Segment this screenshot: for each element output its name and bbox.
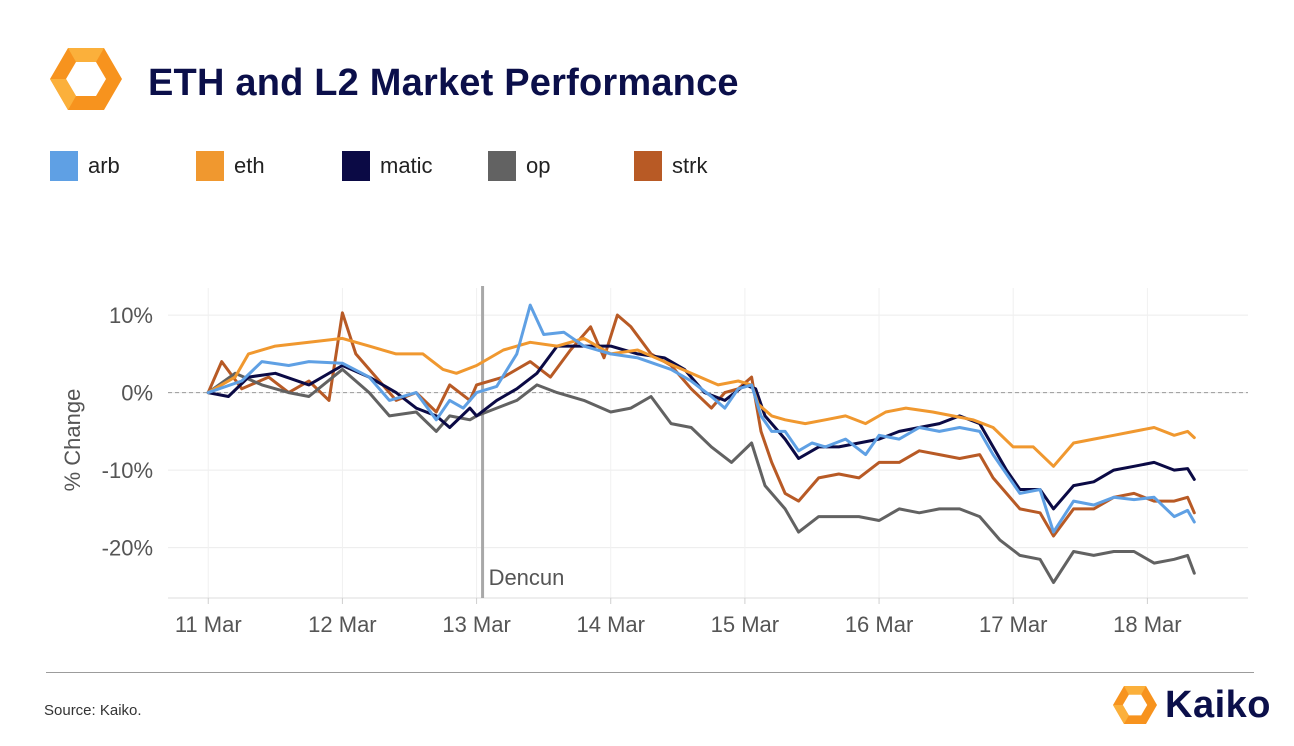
- x-tick-label: 11 Mar: [175, 612, 242, 637]
- brand-name: Kaiko: [1165, 683, 1271, 726]
- legend-label-matic: matic: [380, 153, 433, 178]
- y-tick-label: 0%: [121, 381, 153, 406]
- x-tick-label: 18 Mar: [1113, 612, 1181, 637]
- page-title: ETH and L2 Market Performance: [148, 62, 739, 104]
- x-tick-label: 12 Mar: [308, 612, 376, 637]
- legend-swatch-strk: [634, 151, 662, 181]
- legend-label-eth: eth: [234, 153, 265, 178]
- brand-logo: Kaiko: [1113, 683, 1271, 727]
- legend-swatch-matic: [342, 151, 370, 181]
- kaiko-brand-icon: [1113, 686, 1157, 724]
- x-tick-label: 15 Mar: [711, 612, 779, 637]
- source-note: Source: Kaiko.: [44, 702, 142, 719]
- legend-swatch-eth: [196, 151, 224, 181]
- x-tick-label: 16 Mar: [845, 612, 913, 637]
- legend-swatch-op: [488, 151, 516, 181]
- legend-item-strk: strk: [634, 150, 707, 182]
- series-line-eth: [206, 336, 1196, 468]
- legend-item-arb: arb: [50, 150, 120, 182]
- x-tick-layer: 11 Mar 12 Mar 13 Mar 14 Mar 15 Mar 16 Mar 17 M…: [168, 597, 1248, 637]
- legend-label-strk: strk: [672, 153, 708, 178]
- y-axis-title: % Change: [60, 389, 85, 492]
- legend-item-matic: matic: [342, 150, 433, 182]
- y-tick-label: -20%: [102, 536, 153, 561]
- series-line-arb: [206, 303, 1196, 534]
- series-line-matic: [206, 344, 1196, 511]
- legend-label-op: op: [526, 153, 551, 178]
- y-tick-label: 10%: [109, 303, 153, 328]
- chart-legend: arb eth matic op strk: [50, 150, 850, 182]
- series-line-strk: [206, 311, 1196, 538]
- legend-item-op: op: [488, 150, 550, 182]
- series-line-op: [206, 367, 1196, 584]
- legend-swatch-arb: [50, 151, 78, 181]
- legend-item-eth: eth: [196, 150, 265, 182]
- x-tick-label: 13 Mar: [442, 612, 510, 637]
- y-tick-label: -10%: [102, 458, 153, 483]
- legend-label-arb: arb: [88, 153, 120, 178]
- series-layer: [206, 303, 1196, 584]
- footer-divider: [46, 672, 1254, 673]
- y-tick-layer: 10% 0% -10% -20%: [102, 303, 153, 561]
- dencun-label: Dencun: [489, 565, 565, 590]
- x-tick-label: 17 Mar: [979, 612, 1047, 637]
- kaiko-logo-icon: [50, 48, 122, 110]
- x-tick-label: 14 Mar: [576, 612, 644, 637]
